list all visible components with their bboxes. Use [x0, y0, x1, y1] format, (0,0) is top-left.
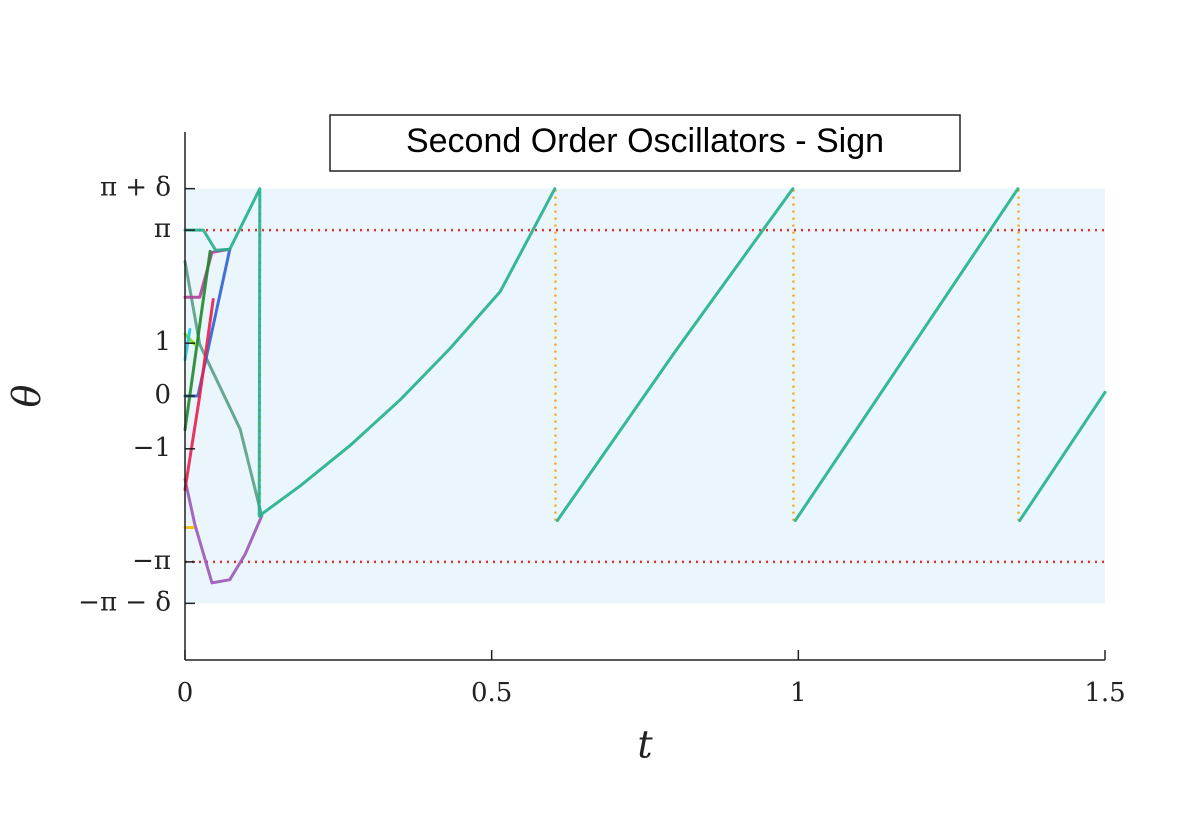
y-tick-label: π + δ — [100, 173, 171, 203]
y-tick-label: π — [154, 214, 171, 244]
y-axis-label: θ — [5, 384, 49, 407]
y-tick-label: −1 — [133, 433, 171, 463]
x-axis-label: t — [637, 723, 653, 767]
x-tick-label: 1 — [790, 678, 807, 708]
y-tick-label: −π − δ — [78, 587, 171, 617]
series-line — [183, 328, 192, 362]
x-tick-label: 1.5 — [1084, 678, 1125, 708]
y-tick-label: 1 — [154, 327, 171, 357]
series-line — [183, 297, 215, 491]
series-line — [183, 187, 1107, 523]
series-line — [183, 259, 264, 518]
plot-area — [183, 187, 1107, 604]
chart-title: Second Order Oscillators - Sign — [406, 122, 884, 160]
title-box — [329, 114, 961, 172]
series-line — [183, 477, 264, 585]
series-line — [183, 249, 212, 432]
x-tick-label: 0.5 — [471, 678, 512, 708]
x-tick-label: 0 — [177, 678, 194, 708]
y-tick-label: −π — [132, 546, 171, 576]
y-tick-label: 0 — [154, 380, 171, 410]
